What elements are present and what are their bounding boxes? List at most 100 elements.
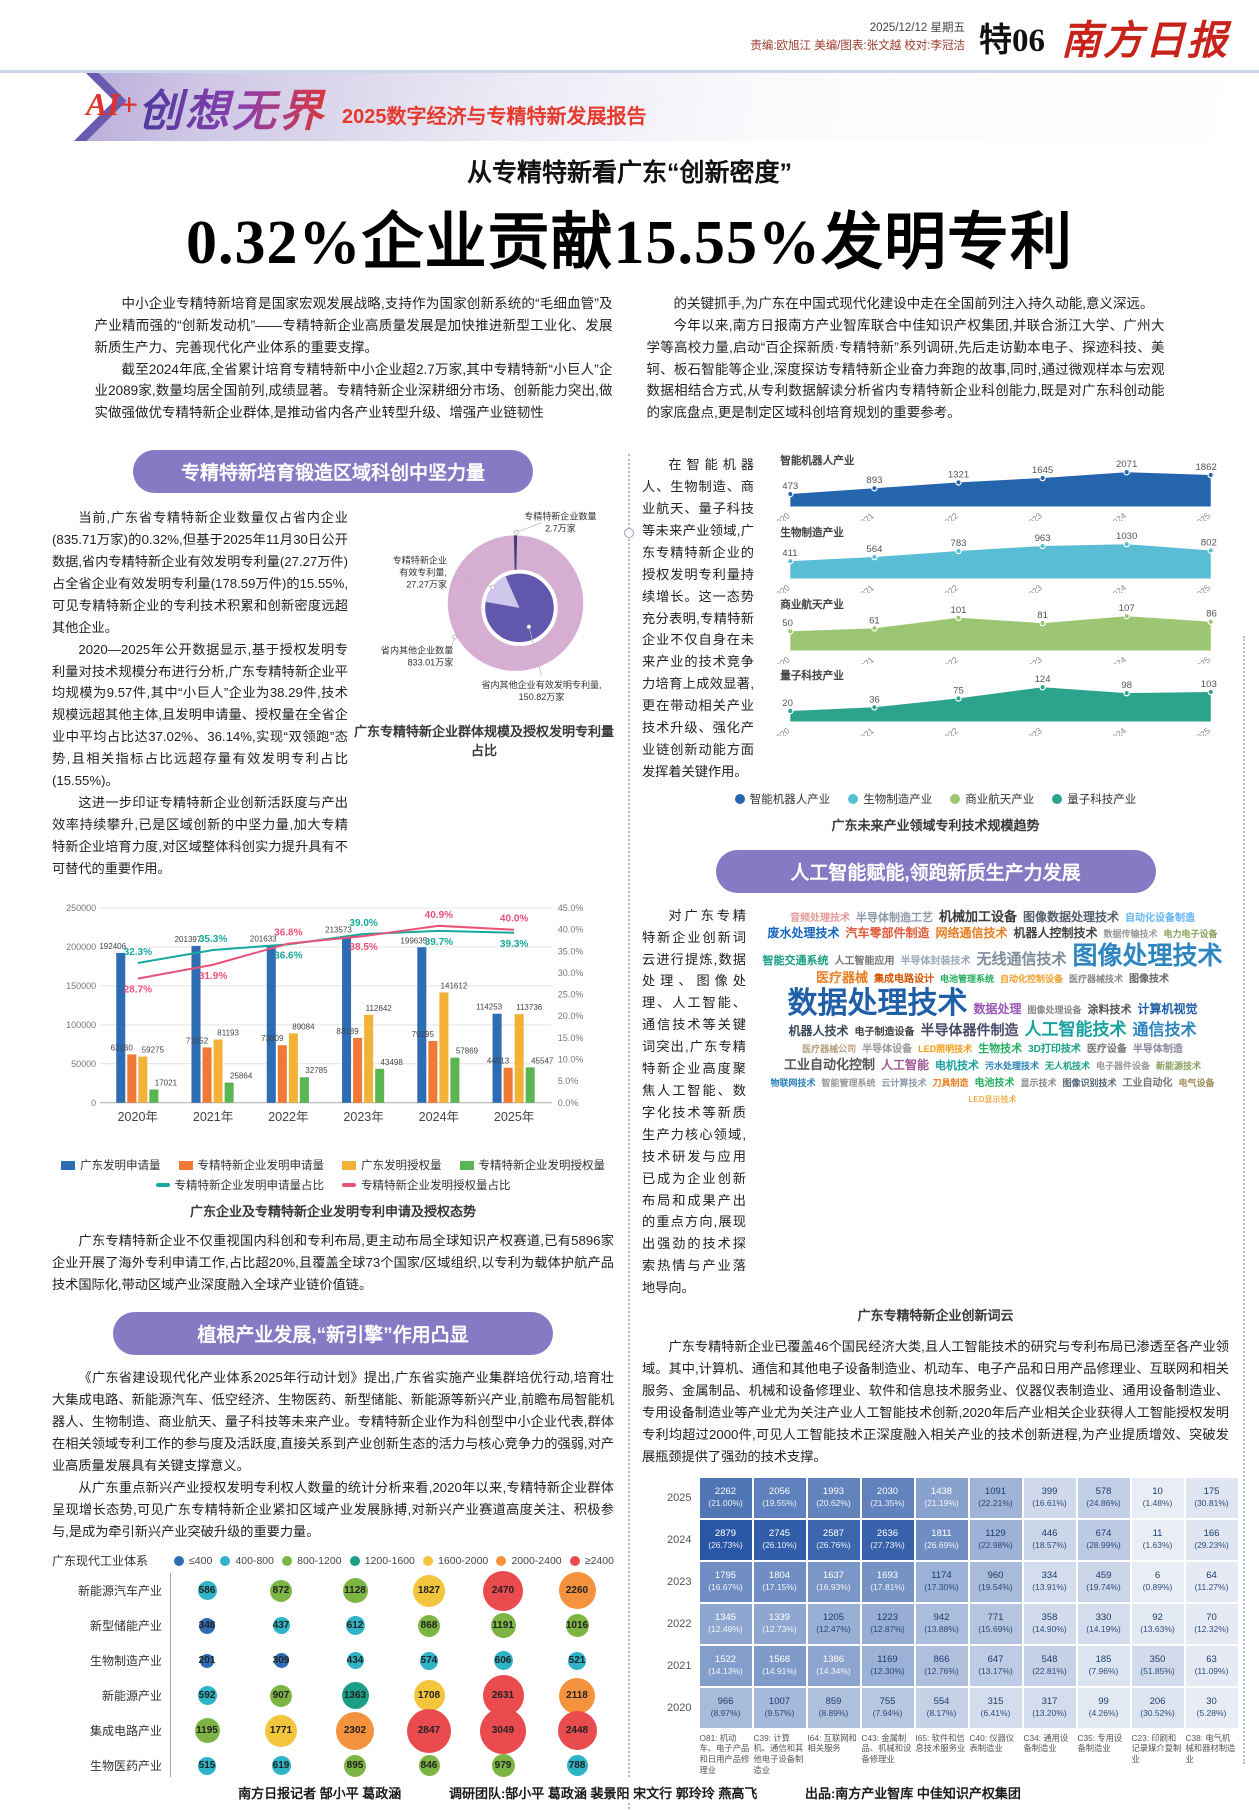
x-axis-label: 2020年 (118, 1109, 158, 1123)
intro-paragraph: 截至2024年底,全省累计培育专精特新中小企业超2.7万家,其中专精特新“小巨人… (94, 361, 613, 421)
main-columns: 专精特新培育锻造区域科创中坚力量 当前,广东省专精特新企业数量仅占省内企业(83… (0, 424, 1259, 1810)
trend-line (137, 924, 515, 980)
heatmap-cell: 70 (12.32%) (1185, 1603, 1238, 1644)
wordcloud-word: 图像数据处理技术 (1023, 909, 1120, 924)
bubble-legend: ≤400 400-800 800-1200 1200-1600 1600-2000 200… (170, 1555, 614, 1567)
bubble (418, 1755, 440, 1777)
bar (450, 1057, 460, 1103)
left-column: 专精特新培育锻造区域科创中坚力量 当前,广东省专精特新企业数量仅占省内企业(83… (52, 450, 614, 1810)
bubble (480, 1707, 526, 1754)
heatmap-cell-pct: (21.00%) (708, 1498, 743, 1509)
bar-value-label: 44913 (487, 1056, 510, 1065)
wordcloud-word: 人工智能应用 (834, 956, 895, 967)
bubble (272, 1617, 290, 1635)
heatmap-cell-pct: (14.19%) (1086, 1624, 1121, 1635)
heatmap-cell-value: 1091 (984, 1486, 1007, 1498)
area-value-label: 50 (782, 618, 793, 629)
heatmap-cell-pct: (12.32%) (1194, 1624, 1229, 1635)
area-value-label: 1030 (1116, 531, 1137, 542)
heatmap-cell-pct: (17.15%) (762, 1582, 797, 1593)
masthead: 2025/12/12 星期五 责编:欧旭江 美编/图表:张文越 校对:李冠洁 特… (0, 0, 1259, 73)
area-chart-svg: 量子科技产业2020203620217520221242023982024103… (771, 669, 1217, 745)
heatmap-cell-pct: (27.73%) (870, 1540, 905, 1551)
heatmap-cell-pct: (13.91%) (1032, 1582, 1067, 1593)
legend-dot (950, 793, 961, 804)
headline-kicker: 从专精特新看广东“创新密度” (466, 159, 792, 187)
heatmap-cell: 166 (29.23%) (1185, 1519, 1238, 1560)
heatmap-cell-pct: (13.88%) (924, 1624, 959, 1635)
bubble-cell: 846 (392, 1748, 466, 1783)
combo-caption: 广东企业及专精特新企业发明专利申请及授权态势 (189, 1204, 476, 1220)
section1-paragraph: 2020—2025年公开数据显示,基于授权发明专利量对技术规模分布进行分析,广东… (52, 641, 348, 789)
intro-column-1: 中小企业专精特新培育是国家宏观发展战略,支持作为国家创新系统的“毛细血管”及产业… (95, 293, 613, 424)
x-axis-label: 2023年 (343, 1109, 383, 1123)
bar-value-label: 45547 (531, 1056, 554, 1065)
heatmap-cell: 63 (11.09%) (1185, 1645, 1238, 1686)
wordcloud-word: 生物技术 (978, 1043, 1023, 1056)
heatmap-cell: 1091 (22.21%) (969, 1477, 1022, 1518)
future-area-charts: 智能机器人产业 473 2020 893 2021 1321 2022 1645 2023 207… (754, 454, 1229, 783)
wordcloud-word: 半导体设备 (862, 1044, 913, 1056)
combo-svg: 0 50000 100000 150000 200000 250000 0.0% 5.0% 10… (66, 903, 583, 1124)
heatmap-cell-value: 1811 (931, 1528, 952, 1540)
heatmap-year-label: 2023 (667, 1575, 692, 1588)
area-year-label: 2021 (855, 582, 876, 592)
heatmap-cell-value: 1007 (768, 1696, 791, 1708)
legend-dot (1052, 793, 1063, 804)
pct-label: 36.8% (274, 927, 302, 938)
area-value-label: 1862 (1195, 462, 1216, 473)
bar-value-label: 114253 (476, 1002, 503, 1011)
bubble-cell: 2260 (540, 1572, 614, 1610)
wordcloud: 音频处理技术 半导体制造工艺 机械加工设备 图像数据处理技术 自动化设备制造废水处理技术… (756, 905, 1229, 1103)
heatmap-cell-pct: (12.73%) (762, 1624, 797, 1635)
bubble-value: 309 (272, 1655, 290, 1667)
heatmap-cell: 1223 (12.87%) (861, 1603, 914, 1644)
bubble-cell: 586 (170, 1573, 244, 1608)
wordcloud-word: 人工智能 (880, 1058, 929, 1073)
legend-dot (423, 1555, 434, 1566)
bar-value-label: 113736 (516, 1003, 543, 1012)
bubble (346, 1652, 364, 1670)
bubble-value: 2448 (565, 1725, 589, 1737)
pct-label: 38.5% (349, 942, 377, 953)
bubble-row: 新能源汽车产业 586 872 1128 1827 2470 (52, 1570, 614, 1611)
bubble-cell: 201 (170, 1643, 244, 1678)
heatmap-cell-pct: (8.89%) (818, 1708, 849, 1719)
heatmap-cell-value: 1129 (985, 1528, 1006, 1540)
wordcloud-word: 刀具制造 (932, 1077, 969, 1088)
bubble-value: 1191 (492, 1620, 514, 1632)
bubble-cell: 592 (170, 1678, 244, 1713)
wordcloud-word: 集成电路设计 (873, 974, 934, 985)
bubble-value: 606 (494, 1655, 512, 1667)
heatmap-cell: 99 (4.26%) (1077, 1687, 1130, 1728)
bubble (559, 1677, 595, 1714)
bubble (336, 1711, 374, 1750)
wordcloud-caption: 广东专精特新企业创新词云 (857, 1308, 1014, 1324)
wordcloud-word: 机器人技术 (788, 1023, 849, 1038)
area-chart-title: 生物制造产业 (780, 526, 844, 539)
legend-item: 广东发明授权量 (342, 1157, 442, 1173)
area-chart-title: 商业航天产业 (780, 598, 844, 611)
wordcloud-word: 图像技术 (1129, 974, 1170, 985)
legend-dot (569, 1555, 580, 1566)
legend-item: 2000-2400 (496, 1555, 562, 1567)
bubble-value: 2260 (565, 1585, 589, 1597)
heatmap-cell-pct: (26.73%) (708, 1540, 743, 1551)
combo-legend: 广东发明申请量 专精特新企业发明申请量 广东发明授权量 专精特新企业发明授权量 专精特新… (52, 1155, 614, 1195)
wordcloud-word: 医疗设备 (1086, 1044, 1127, 1056)
heatmap-cell-pct: (21.35%) (870, 1498, 905, 1509)
pie-inner-circle (481, 569, 558, 647)
bubble (345, 1616, 365, 1636)
bubble-value: 1827 (417, 1585, 441, 1597)
footer-team: 调研团队:郜小平 葛政涵 裴景阳 宋文行 郭玲玲 燕高飞 (448, 1786, 758, 1801)
heatmap-cell: 771 (15.69%) (969, 1603, 1022, 1644)
area-value-label: 411 (782, 548, 797, 559)
legend-item: 专精特新企业发明申请量占比 (155, 1177, 324, 1193)
bar (149, 1089, 159, 1103)
area-chart-svg: 智能机器人产业 473 2020 893 2021 1321 2022 1645 2023 207… (771, 454, 1217, 530)
section-banner-ai: 人工智能赋能,领跑新质生产力发展 (715, 849, 1156, 893)
bubble-cell: 907 (244, 1678, 318, 1713)
heatmap-cell: 1174 (17.30%) (915, 1561, 968, 1602)
bar-value-label: 43498 (381, 1057, 404, 1066)
bar (127, 1053, 137, 1103)
